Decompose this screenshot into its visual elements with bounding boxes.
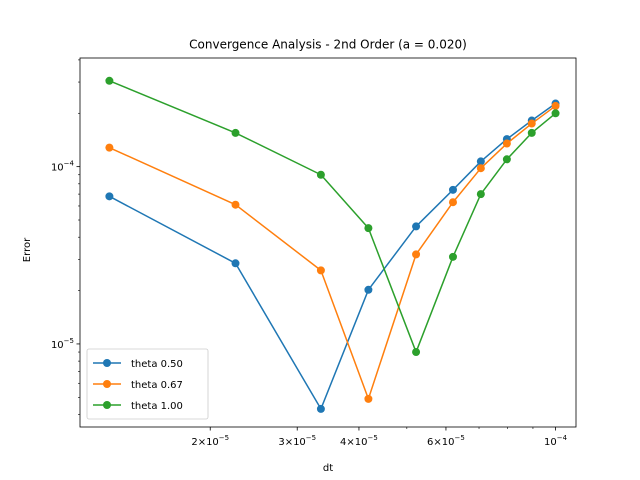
data-point [364, 394, 373, 403]
series-line [109, 105, 556, 400]
data-point [527, 119, 536, 128]
data-point [316, 266, 325, 275]
chart-title: Convergence Analysis - 2nd Order (a = 0.… [189, 38, 467, 52]
x-tick-label: 3×10−5 [278, 434, 316, 448]
y-axis-label: Error [22, 237, 33, 262]
data-point [364, 285, 373, 294]
legend-item: theta 0.67 [93, 380, 183, 391]
legend-label: theta 0.50 [131, 359, 183, 370]
series-1 [105, 101, 560, 403]
data-point [316, 170, 325, 179]
legend-marker [103, 359, 111, 367]
legend-item: theta 0.50 [93, 359, 183, 370]
axis-ticks: 2×10−5 3×10−5 4×10−5 6×10−5 10−4 10−5 10−4 [51, 59, 568, 448]
x-tick-label: 10−4 [544, 434, 568, 448]
data-point [502, 155, 511, 164]
data-point [231, 200, 240, 209]
data-point [105, 76, 114, 85]
legend-box [86, 348, 209, 420]
x-tick-label: 2×10−5 [191, 434, 229, 448]
data-point [316, 404, 325, 413]
data-point [231, 128, 240, 137]
data-point [412, 250, 421, 259]
x-tick-label: 6×10−5 [427, 434, 465, 448]
legend-label: theta 0.67 [131, 380, 183, 391]
data-point [476, 190, 485, 199]
data-point [412, 222, 421, 231]
legend-label: theta 1.00 [131, 401, 183, 412]
x-axis-label: dt [323, 463, 333, 474]
data-point [551, 109, 560, 118]
data-point [476, 164, 485, 173]
data-point [231, 259, 240, 268]
data-point [105, 143, 114, 152]
data-point [448, 185, 457, 194]
series-line [109, 102, 556, 410]
legend-marker [103, 380, 111, 388]
data-point [412, 348, 421, 357]
data-point [476, 157, 485, 166]
data-point [448, 252, 457, 261]
y-tick-label: 10−4 [51, 160, 75, 174]
data-point [364, 224, 373, 233]
data-point [502, 139, 511, 148]
plot-frame [79, 57, 577, 428]
legend-marker [103, 401, 111, 409]
data-point [551, 101, 560, 110]
series-line [109, 80, 557, 353]
y-tick-label: 10−5 [51, 337, 74, 351]
data-point [527, 128, 536, 137]
x-tick-label: 4×10−5 [340, 434, 378, 448]
plot-area [79, 57, 577, 428]
legend-item: theta 1.00 [93, 401, 183, 412]
series-2 [105, 76, 560, 357]
data-point [448, 198, 457, 207]
data-point [105, 192, 114, 201]
legend: theta 0.50 theta 0.67 theta 1.00 [86, 348, 209, 420]
